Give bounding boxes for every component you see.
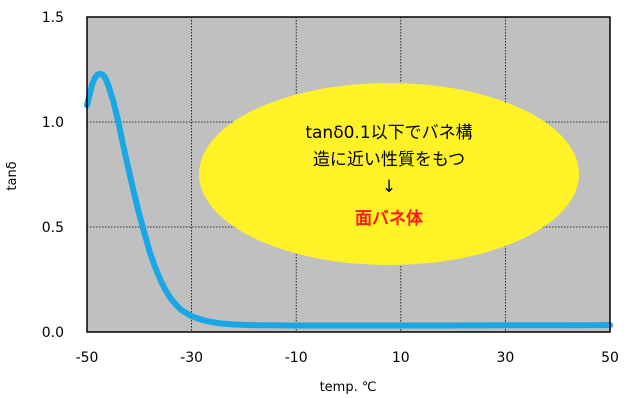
y-tick-label: 1.0 [42,115,64,131]
y-tick-label: 0.0 [42,325,64,341]
y-tick-labels: 0.0 0.5 1.0 1.5 [42,10,64,341]
data-series [84,70,613,329]
x-tick-label: -50 [76,350,99,366]
callout: tanδ0.1以下でバネ構 造に近い性質をもつ ↓ 面バネ体 [199,83,579,265]
x-tick-label: -30 [180,350,203,366]
x-axis-label: temp. ℃ [320,380,377,395]
callout-ellipse [199,83,579,265]
callout-arrow: ↓ [382,177,396,197]
y-tick-label: 1.5 [42,10,64,26]
y-tick-label: 0.5 [42,220,64,236]
callout-line-1: tanδ0.1以下でバネ構 [305,123,472,143]
series-line [84,70,613,329]
plot-frame [86,16,611,333]
x-tick-label: 10 [392,350,410,366]
x-tick-label: 50 [601,350,619,366]
x-tick-label: 30 [496,350,514,366]
y-axis-label: tanδ [5,161,20,190]
callout-line-2: 造に近い性質をもつ [313,150,465,170]
x-tick-labels: -50 -30 -10 10 30 50 [76,350,619,366]
callout-highlight: 面バネ体 [355,208,424,229]
x-tick-label: -10 [285,350,308,366]
